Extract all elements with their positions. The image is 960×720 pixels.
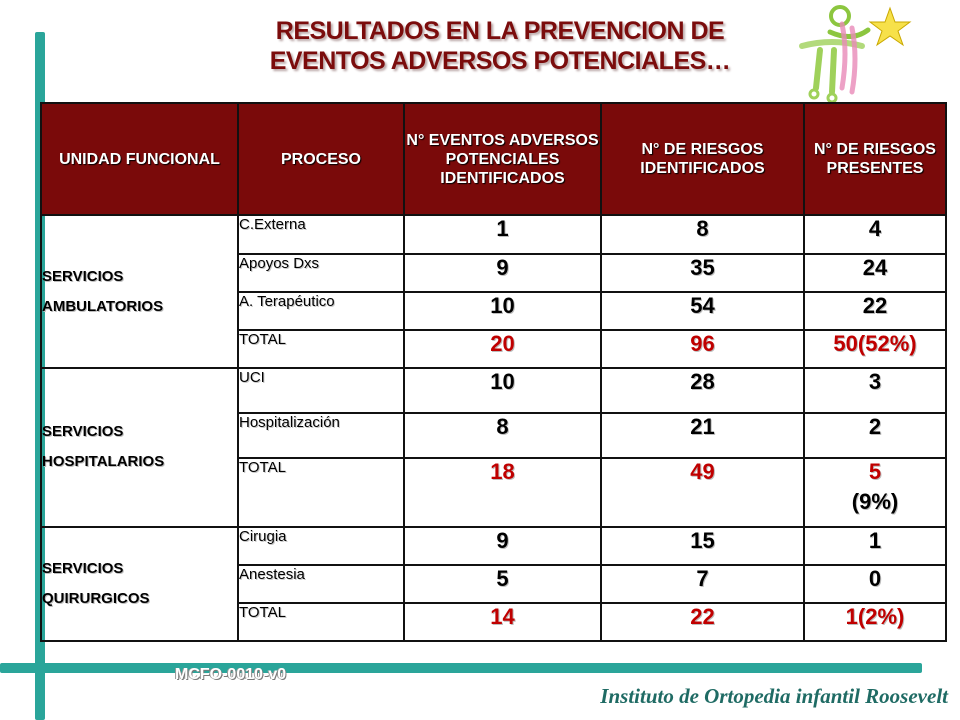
proceso-cell: C.Externa xyxy=(237,214,405,255)
results-table: UNIDAD FUNCIONAL PROCESO N° EVENTOS ADVE… xyxy=(40,101,947,643)
presentes-cell: 22 xyxy=(803,290,947,331)
header-riesgos-presentes: N° DE RIESGOS PRESENTES xyxy=(803,101,947,217)
header-unidad: UNIDAD FUNCIONAL xyxy=(40,101,239,217)
table-row: A. Terapéutico 10 54 22 xyxy=(41,290,947,331)
unit-ambulatorios: SERVICIOS AMBULATORIOS xyxy=(40,214,239,369)
eventos-cell: 9 xyxy=(403,252,602,293)
unit-label-line-1: SERVICIOS xyxy=(42,267,124,285)
eventos-cell: 5 xyxy=(403,563,602,604)
teal-vertical-bar xyxy=(35,32,45,720)
presentes-cell: 0 xyxy=(803,563,947,604)
header-riesgos-identificados: N° DE RIESGOS IDENTIFICADOS xyxy=(600,101,805,217)
table-row: Apoyos Dxs 9 35 24 xyxy=(41,252,947,293)
riesgos-cell: 7 xyxy=(600,563,805,604)
presentes-total-cell: 1(2%) xyxy=(803,601,947,643)
proceso-cell: Hospitalización xyxy=(237,412,405,460)
table-row: SERVICIOS QUIRURGICOS Cirugia 9 15 1 xyxy=(40,525,947,643)
riesgos-cell: 28 xyxy=(600,366,805,415)
table-row: SERVICIOS AMBULATORIOS C.Externa 1 8 4 xyxy=(40,214,947,369)
eventos-total-cell: 14 xyxy=(403,601,602,643)
eventos-cell: 10 xyxy=(403,366,602,415)
riesgos-cell: 15 xyxy=(600,525,805,566)
unit-hospitalarios: SERVICIOS HOSPITALARIOS xyxy=(40,366,239,528)
proceso-cell: A. Terapéutico xyxy=(237,290,405,331)
slide-title: RESULTADOS EN LA PREVENCION DE EVENTOS A… xyxy=(170,16,830,76)
presentes-total-percent: (9%) xyxy=(851,489,899,515)
table-row: SERVICIOS HOSPITALARIOS UCI 10 28 3 xyxy=(40,366,947,528)
presentes-cell: 4 xyxy=(803,214,947,255)
institute-logo-icon xyxy=(799,5,912,104)
eventos-cell: 9 xyxy=(403,525,602,566)
riesgos-total-cell: 96 xyxy=(600,328,805,369)
proceso-cell: Apoyos Dxs xyxy=(237,252,405,293)
presentes-cell: 3 xyxy=(803,366,947,415)
proceso-cell: Cirugia xyxy=(237,525,405,566)
riesgos-cell: 35 xyxy=(600,252,805,293)
unit-label-line-2: QUIRURGICOS xyxy=(42,589,150,607)
eventos-total-cell: 20 xyxy=(403,328,602,369)
presentes-total-cell: 5 (9%) xyxy=(803,457,947,528)
proceso-cell: TOTAL xyxy=(237,601,405,643)
presentes-total-cell: 50(52%) xyxy=(803,328,947,369)
table-row: Anestesia 5 7 0 xyxy=(41,563,947,604)
eventos-cell: 1 xyxy=(403,214,602,255)
proceso-cell: UCI xyxy=(237,366,405,415)
riesgos-total-cell: 49 xyxy=(600,457,805,528)
presentes-total-value: 5 xyxy=(868,459,882,485)
document-code: MCFO-0010-v0 xyxy=(175,666,287,683)
header-eventos: N° EVENTOS ADVERSOS POTENCIALES IDENTIFI… xyxy=(403,101,602,217)
unit-quirurgicos: SERVICIOS QUIRURGICOS xyxy=(40,525,239,643)
eventos-cell: 8 xyxy=(403,412,602,460)
table-row-total: TOTAL 18 49 5 (9%) xyxy=(41,457,947,528)
presentes-cell: 24 xyxy=(803,252,947,293)
presentes-cell: 2 xyxy=(803,412,947,460)
table-row-total: TOTAL 20 96 50(52%) xyxy=(41,328,947,369)
riesgos-cell: 54 xyxy=(600,290,805,331)
riesgos-cell: 21 xyxy=(600,412,805,460)
unit-label-line-1: SERVICIOS xyxy=(42,559,124,577)
proceso-cell: TOTAL xyxy=(237,457,405,528)
title-line-2: EVENTOS ADVERSOS POTENCIALES… xyxy=(269,47,731,75)
header-proceso: PROCESO xyxy=(237,101,405,217)
unit-label-line-1: SERVICIOS xyxy=(42,423,124,441)
institution-name: Instituto de Ortopedia infantil Roosevel… xyxy=(600,684,948,708)
riesgos-total-cell: 22 xyxy=(600,601,805,643)
header-row: UNIDAD FUNCIONAL PROCESO N° EVENTOS ADVE… xyxy=(40,101,947,217)
table-row-total: TOTAL 14 22 1(2%) xyxy=(41,601,947,643)
teal-horizontal-bar xyxy=(0,663,922,673)
eventos-total-cell: 18 xyxy=(403,457,602,528)
proceso-cell: Anestesia xyxy=(237,563,405,604)
unit-label-line-2: AMBULATORIOS xyxy=(42,297,164,315)
title-line-1: RESULTADOS EN LA PREVENCION DE xyxy=(275,17,725,45)
eventos-cell: 10 xyxy=(403,290,602,331)
unit-label-line-2: HOSPITALARIOS xyxy=(42,453,165,471)
riesgos-cell: 8 xyxy=(600,214,805,255)
presentes-cell: 1 xyxy=(803,525,947,566)
proceso-cell: TOTAL xyxy=(237,328,405,369)
table-row: Hospitalización 8 21 2 xyxy=(41,412,947,460)
